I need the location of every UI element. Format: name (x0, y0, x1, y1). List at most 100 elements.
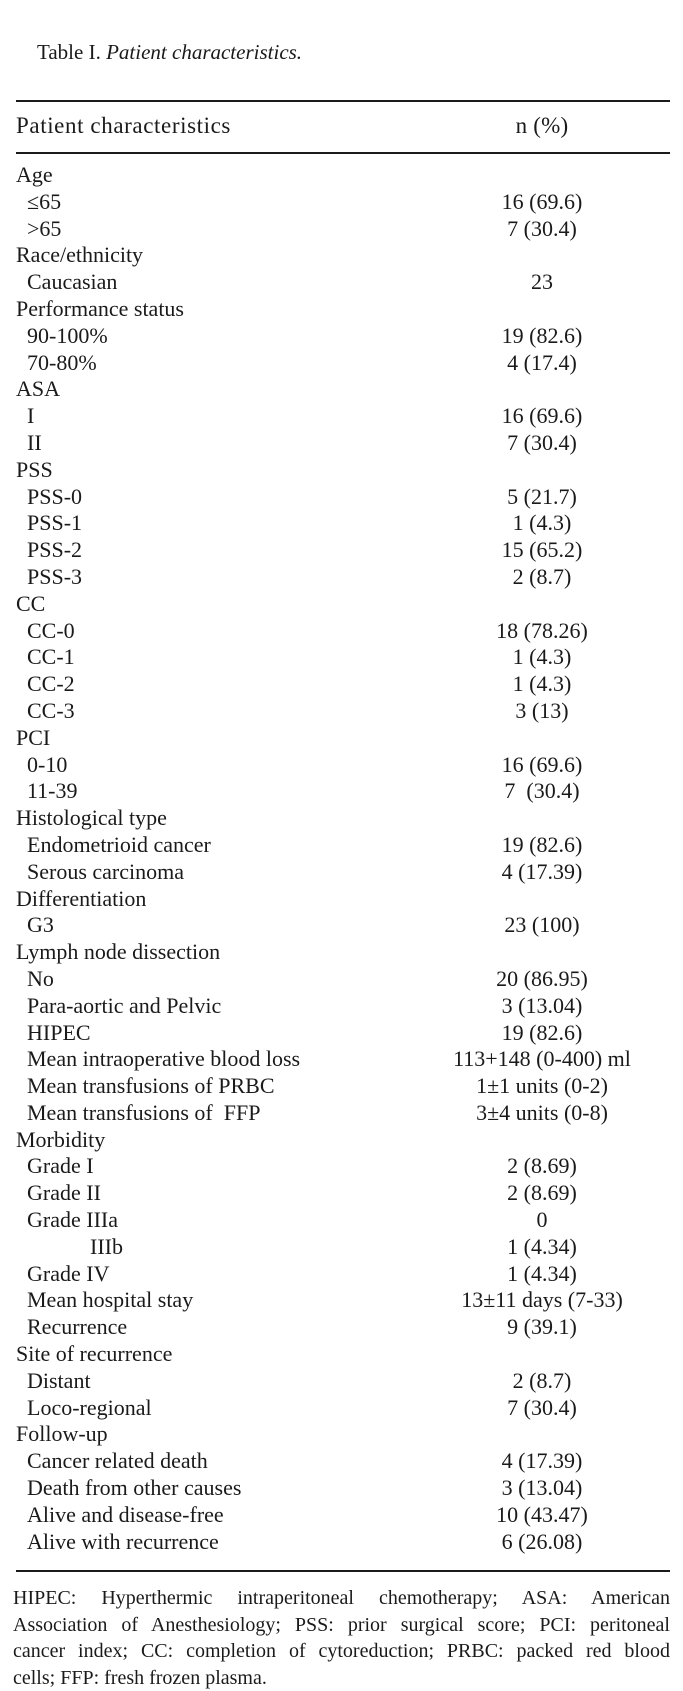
row-label: PSS (16, 456, 53, 482)
table-row: Performance status (16, 296, 670, 323)
table-row: PSS-1 1 (4.3) (16, 510, 670, 537)
row-label: PSS-2 (27, 537, 83, 563)
row-label: Morbidity (16, 1126, 106, 1152)
row-label: I (27, 403, 35, 429)
row-label: Serous carcinoma (27, 858, 184, 884)
row-value: 9 (39.1) (507, 1314, 577, 1340)
row-value: 1±1 units (0-2) (476, 1073, 608, 1099)
row-label: PSS-1 (27, 510, 83, 536)
table-row: Race/ethnicity (16, 242, 670, 269)
row-value (414, 939, 670, 966)
row-value (414, 725, 670, 752)
row-label: Grade I (27, 1153, 94, 1179)
row-value: 10 (43.47) (496, 1501, 588, 1527)
table-row: No 20 (86.95) (16, 966, 670, 993)
header-col-n-percent: n (%) (515, 113, 569, 138)
table-body: Age ≤65 16 (69.6) >65 7 (30.4) Race/ethn… (16, 154, 670, 1570)
bottom-rule (16, 1570, 670, 1573)
row-value: 7 (30.4) (507, 1394, 577, 1420)
row-value: 15 (65.2) (501, 537, 583, 563)
table-row: Grade II 2 (8.69) (16, 1180, 670, 1207)
row-value (414, 457, 670, 484)
table-row: PSS-3 2 (8.7) (16, 564, 670, 591)
row-label: Lymph node dissection (16, 939, 221, 965)
row-value: 20 (86.95) (496, 965, 588, 991)
table-row: ≤65 16 (69.6) (16, 189, 670, 216)
row-label: Recurrence (27, 1314, 128, 1340)
footnote-line: cancer index; CC: completion of cytoredu… (13, 1640, 670, 1663)
row-value: 18 (78.26) (496, 617, 588, 643)
row-label: Mean transfusions of FFP (27, 1099, 261, 1125)
table-row: Mean transfusions of FFP 3±4 units (0-8) (16, 1100, 670, 1127)
row-value (414, 1127, 670, 1154)
row-value (414, 591, 670, 618)
row-value: 19 (82.6) (501, 1019, 583, 1045)
row-value (414, 1341, 670, 1368)
row-label: Performance status (16, 295, 184, 321)
footnote-line: Association of Anesthesiology; PSS: prio… (13, 1613, 670, 1636)
row-label: Para-aortic and Pelvic (27, 992, 222, 1018)
table-row: Para-aortic and Pelvic 3 (13.04) (16, 993, 670, 1020)
table-row: 11-39 7 (30.4) (16, 778, 670, 805)
table-row: >65 7 (30.4) (16, 216, 670, 243)
table-row: Mean hospital stay 13±11 days (7-33) (16, 1287, 670, 1314)
table-row: Age (16, 162, 670, 189)
row-value (414, 242, 670, 269)
row-value: 5 (21.7) (507, 483, 577, 509)
row-value: 0 (536, 1207, 548, 1233)
row-label: CC-0 (27, 617, 75, 643)
row-label: 70-80% (27, 349, 97, 375)
table-row: Mean intraoperative blood loss 113+148 (… (16, 1046, 670, 1073)
row-label: CC (16, 590, 46, 616)
row-value: 4 (17.39) (501, 1448, 583, 1474)
table-row: Alive and disease-free 10 (43.47) (16, 1502, 670, 1529)
row-label: CC-3 (27, 697, 75, 723)
row-label: Grade IV (27, 1260, 110, 1286)
table-row: Serous carcinoma 4 (17.39) (16, 859, 670, 886)
table-row: Grade IV 1 (4.34) (16, 1261, 670, 1288)
row-label: Endometrioid cancer (27, 831, 211, 857)
table-footnote: HIPEC: Hyperthermic intraperitoneal chem… (13, 1585, 670, 1691)
row-value: 4 (17.4) (507, 349, 577, 375)
table-row: Distant 2 (8.7) (16, 1368, 670, 1395)
table-row: Histological type (16, 805, 670, 832)
row-label: ASA (16, 376, 61, 402)
table-row: Mean transfusions of PRBC 1±1 units (0-2… (16, 1073, 670, 1100)
table-row: 70-80% 4 (17.4) (16, 350, 670, 377)
row-value: 2 (8.7) (512, 563, 572, 589)
row-label: Death from other causes (27, 1475, 242, 1501)
row-value: 16 (69.6) (501, 403, 583, 429)
row-value: 3±4 units (0-8) (476, 1099, 608, 1125)
row-value (414, 296, 670, 323)
row-label: No (27, 965, 54, 991)
table-row: CC (16, 591, 670, 618)
table-row: HIPEC 19 (82.6) (16, 1020, 670, 1047)
footnote-line: HIPEC: Hyperthermic intraperitoneal chem… (13, 1587, 670, 1610)
row-value (414, 162, 670, 189)
row-value (414, 1421, 670, 1448)
row-value: 2 (8.69) (507, 1153, 577, 1179)
top-rule (16, 100, 670, 102)
row-value: 2 (8.7) (512, 1367, 572, 1393)
row-label: PSS-0 (27, 483, 83, 509)
row-label: 11-39 (27, 778, 78, 804)
row-label: G3 (27, 912, 54, 938)
row-label: ≤65 (27, 188, 62, 214)
row-value: 4 (17.39) (501, 858, 583, 884)
table-row: PSS-2 15 (65.2) (16, 537, 670, 564)
row-value: 3 (13) (515, 697, 569, 723)
row-label: Distant (27, 1367, 91, 1393)
row-label: 0-10 (27, 751, 68, 777)
table-row: IIIb 1 (4.34) (16, 1234, 670, 1261)
row-label: Differentiation (16, 885, 147, 911)
row-label: 90-100% (27, 322, 108, 348)
row-value: 19 (82.6) (501, 831, 583, 857)
table-row: Recurrence 9 (39.1) (16, 1314, 670, 1341)
row-label: Grade II (27, 1180, 101, 1206)
table-row: PCI (16, 725, 670, 752)
row-value: 19 (82.6) (501, 322, 583, 348)
row-value: 7 (30.4) (504, 778, 580, 804)
row-value: 1 (4.3) (512, 510, 572, 536)
table-row: Caucasian 23 (16, 269, 670, 296)
